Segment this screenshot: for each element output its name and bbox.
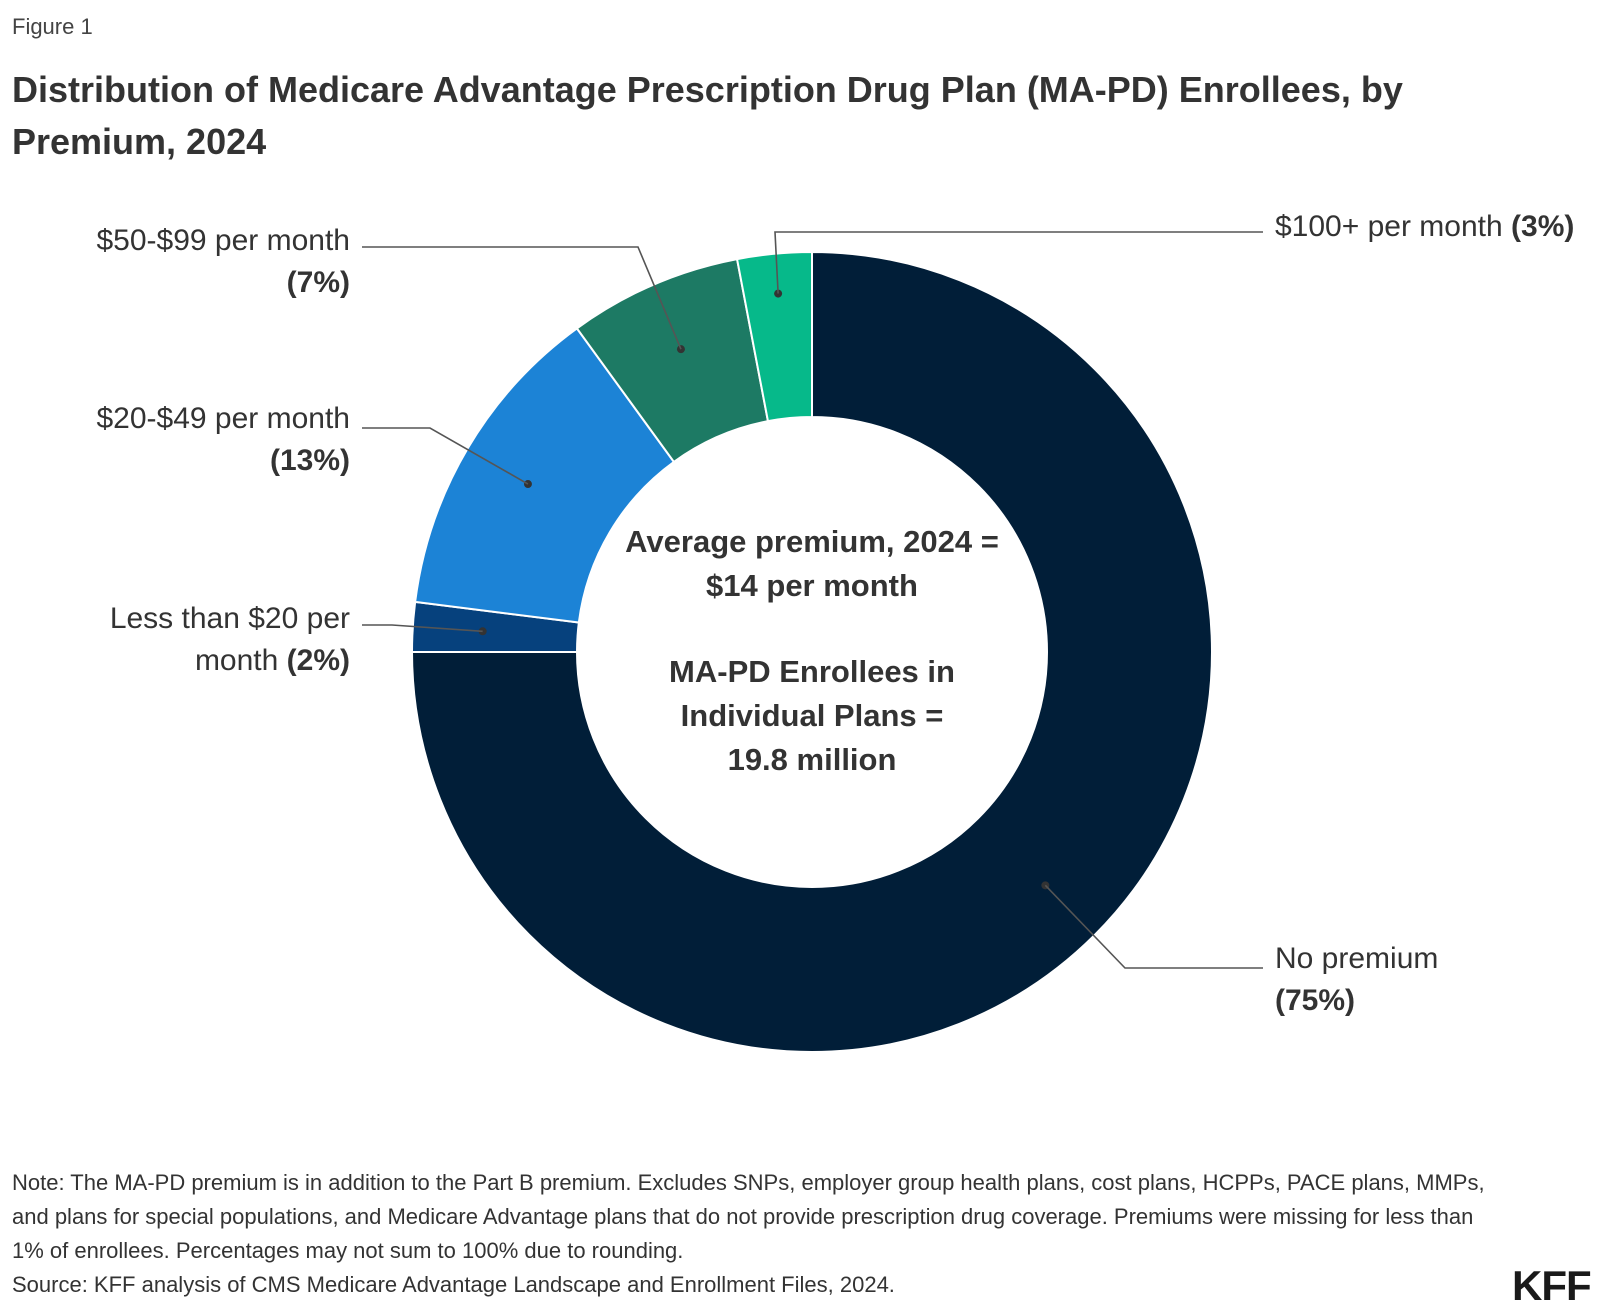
- leader-line-4: [774, 231, 1263, 294]
- chart-source: Source: KFF analysis of CMS Medicare Adv…: [12, 1272, 895, 1297]
- chart-note: Note: The MA-PD premium is in addition t…: [12, 1170, 1485, 1263]
- slice-labels-group: No premium (75%) Less than $20 per month (…: [96, 210, 1574, 1017]
- slice-label-3-line-1: (7%): [287, 266, 350, 299]
- leader-line-1: [362, 624, 483, 633]
- center-average-line-1: $14 per month: [706, 568, 918, 603]
- center-enrollees-line-1: Individual Plans =: [681, 698, 944, 733]
- donut-chart: No premium (75%) Less than $20 per month (…: [96, 210, 1574, 1053]
- leader-line-2: [362, 427, 529, 485]
- center-average-line-0: Average premium, 2024 =: [625, 524, 999, 559]
- slice-label-2-line-0: $20-$49 per month: [96, 402, 350, 435]
- center-text-group: Average premium, 2024 = $14 per month MA-P…: [625, 524, 999, 777]
- slice-label-4-line-0: $100+ per month (3%): [1275, 210, 1574, 243]
- slice-label-3-line-0: $50-$99 per month: [96, 224, 350, 257]
- slice-0: [410, 250, 1213, 1053]
- leader-line-3: [362, 246, 682, 350]
- chart-title: Distribution of Medicare Advantage Presc…: [12, 69, 1403, 162]
- slice-4: [735, 250, 813, 423]
- slice-label-1-line-1: month (2%): [195, 644, 350, 677]
- slice-label-1-line-0: Less than $20 per: [110, 602, 350, 635]
- leader-lines-group: [362, 231, 1263, 969]
- slice-label-0-line-1: (75%): [1275, 984, 1355, 1017]
- slices-group: [410, 250, 1213, 1053]
- center-enrollees-line-0: MA-PD Enrollees in: [669, 654, 955, 689]
- slice-label-0-line-0: No premium: [1275, 942, 1438, 975]
- figure-label: Figure 1: [12, 14, 93, 39]
- center-enrollees-line-2: 19.8 million: [728, 742, 897, 777]
- leader-line-0: [1044, 884, 1263, 969]
- kff-logo: KFF: [1512, 1262, 1592, 1309]
- slice-label-2-line-1: (13%): [270, 444, 350, 477]
